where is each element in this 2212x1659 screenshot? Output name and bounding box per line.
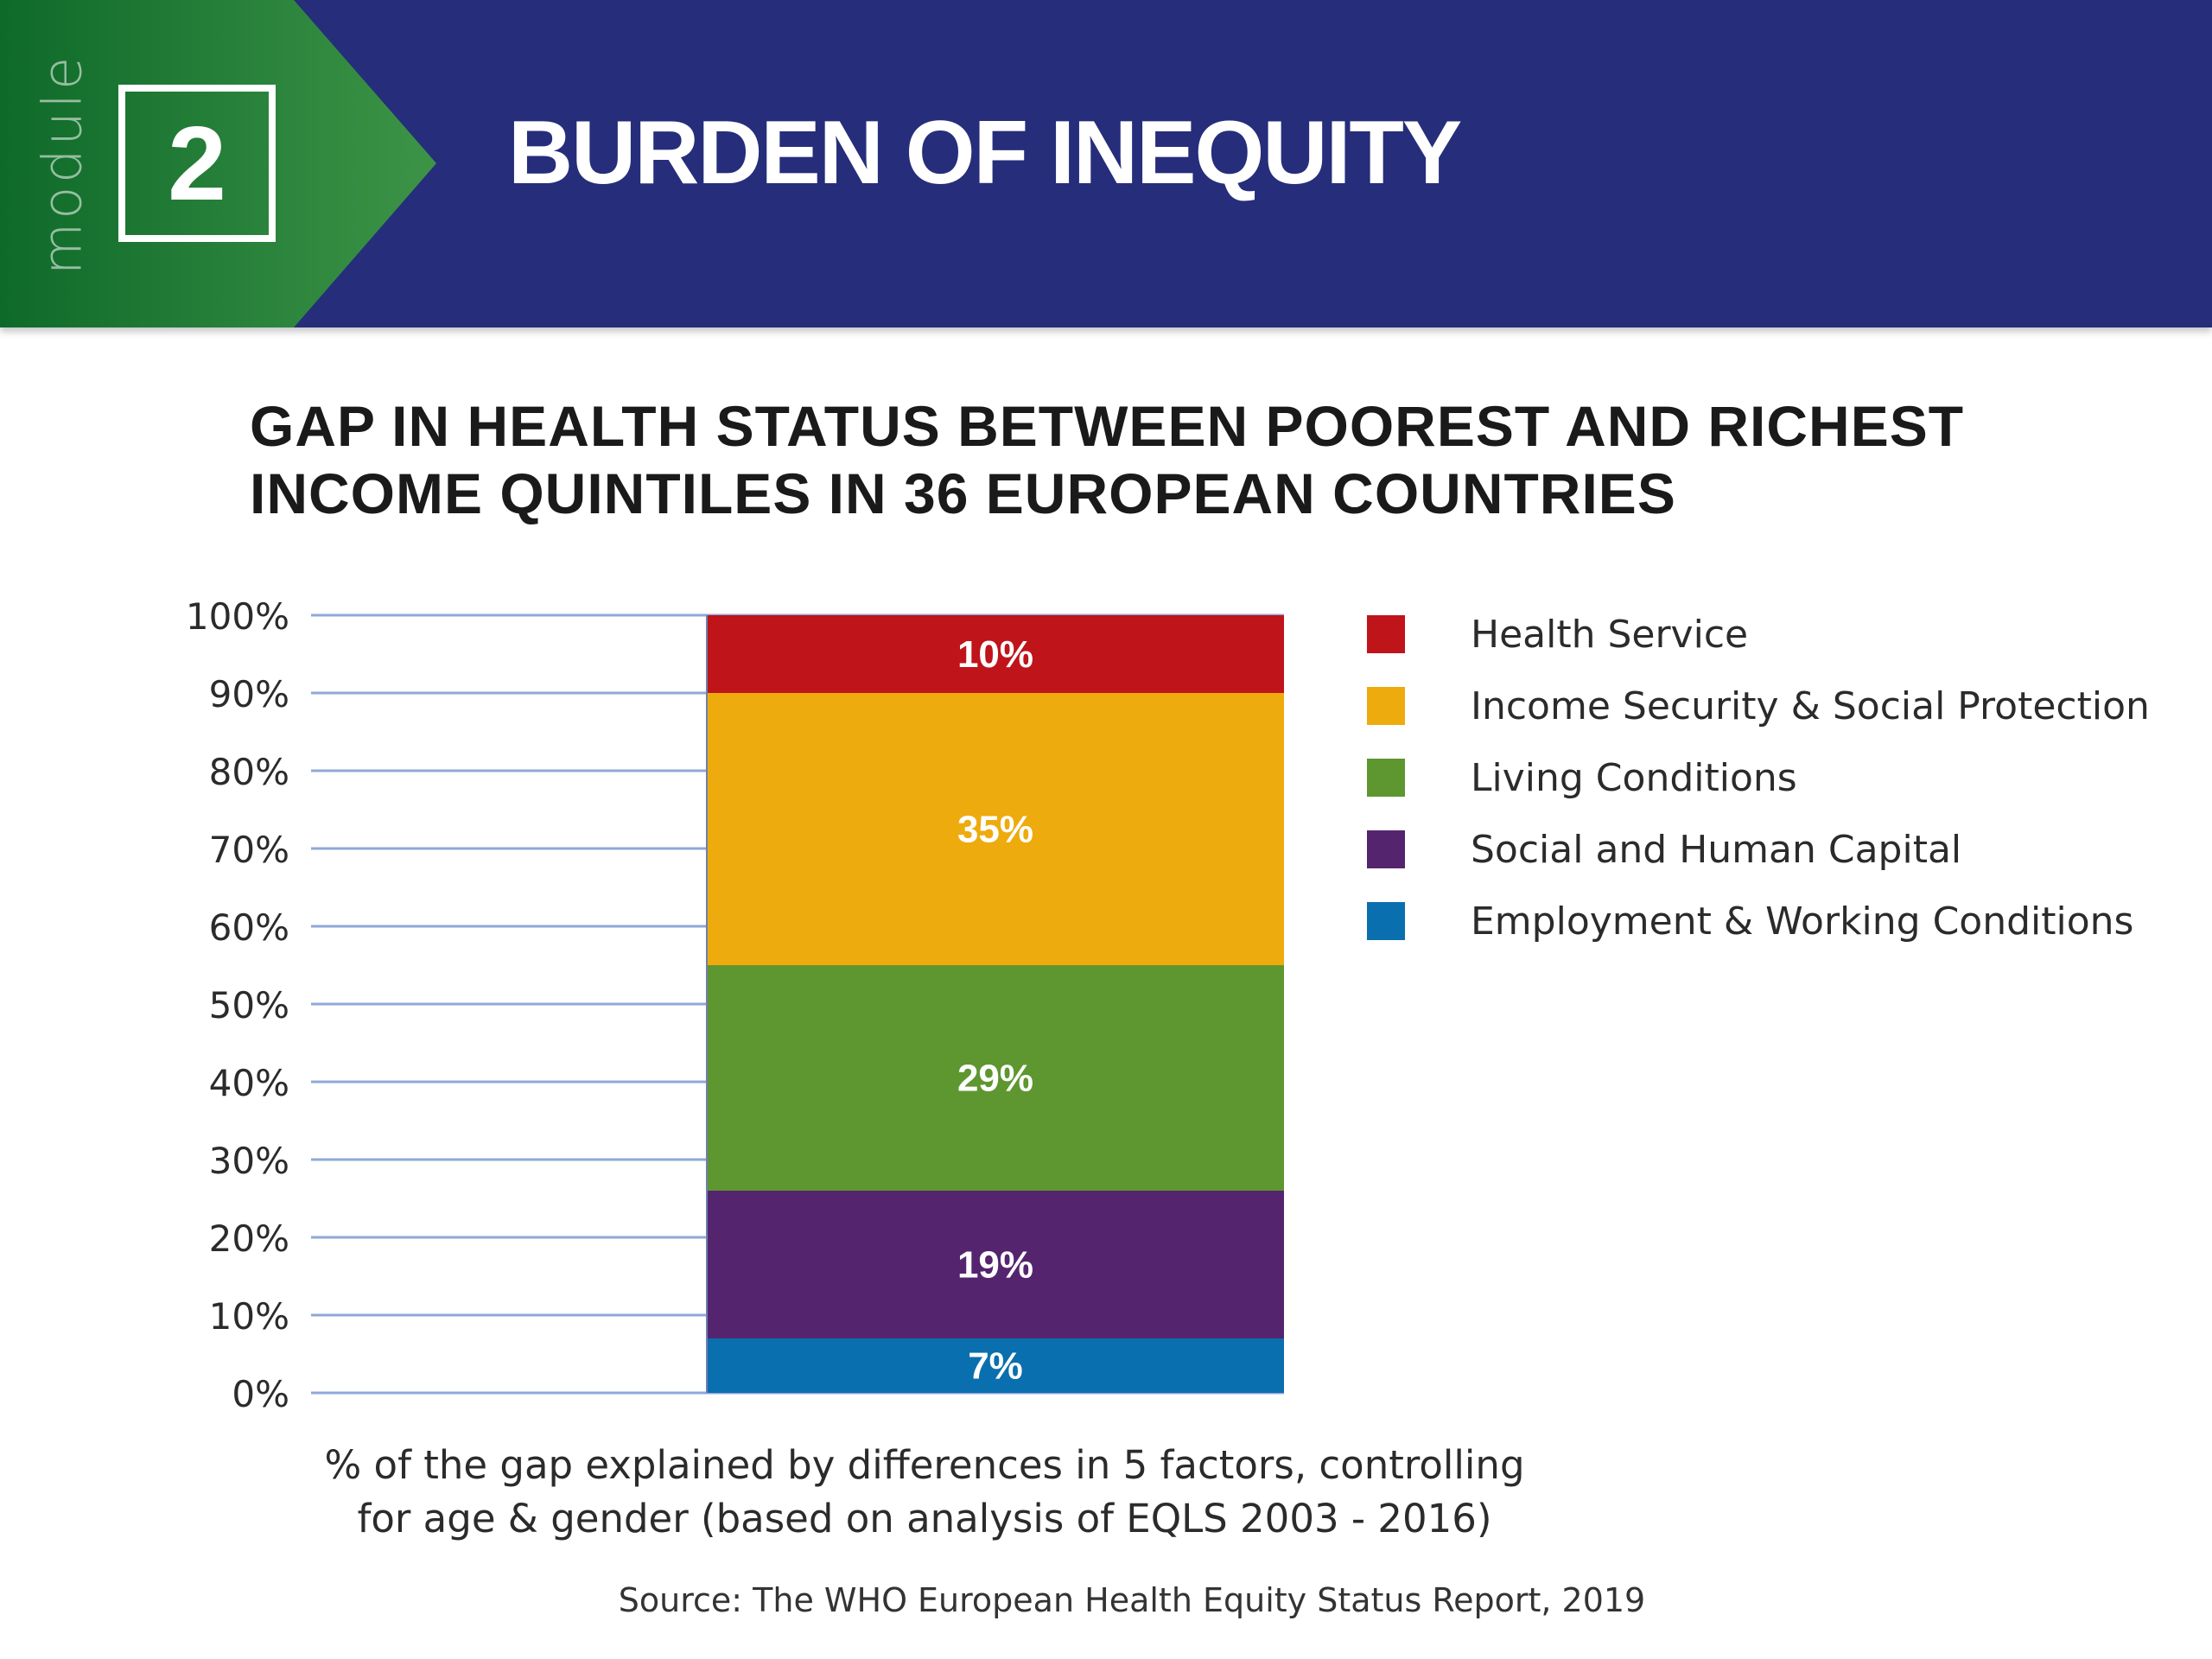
chart-caption: % of the gap explained by differences in… — [311, 1439, 1538, 1546]
stacked-bar-chart: 0% 10% 20% 30% 40% 50% 60% 70% 80% 90% 100% 7% 19% 29… — [186, 595, 1284, 1415]
bar-segment — [707, 615, 1284, 693]
y-tick-label: 0% — [232, 1373, 289, 1415]
legend-swatch — [1367, 759, 1405, 797]
legend-item: Living Conditions — [1367, 752, 1797, 804]
module-number: 2 — [168, 105, 226, 222]
legend-label: Income Security & Social Protection — [1471, 683, 2150, 728]
legend-item: Health Service — [1367, 608, 1748, 660]
y-tick-label: 20% — [209, 1217, 289, 1260]
page-title: BURDEN OF INEQUITY — [508, 103, 1462, 203]
legend-item: Employment & Working Conditions — [1367, 895, 2133, 947]
bar-segment — [707, 693, 1284, 965]
data-label: 19% — [957, 1244, 1033, 1287]
y-tick-label: 30% — [209, 1140, 289, 1182]
legend-item: Income Security & Social Protection — [1367, 680, 2150, 732]
bar-segment — [707, 1338, 1284, 1393]
y-tick-label: 80% — [209, 751, 289, 793]
module-number-box: 2 — [118, 85, 276, 242]
legend-swatch — [1367, 615, 1405, 653]
legend-item: Social and Human Capital — [1367, 823, 1961, 875]
legend-swatch — [1367, 830, 1405, 868]
chart-caption-line-2: for age & gender (based on analysis of E… — [357, 1496, 1492, 1541]
legend-swatch — [1367, 902, 1405, 940]
y-tick-label: 50% — [209, 984, 289, 1027]
chart-title: GAP IN HEALTH STATUS BETWEEN POOREST AND… — [250, 392, 1978, 527]
y-tick-label: 70% — [209, 829, 289, 871]
chart-title-line-1: GAP IN HEALTH STATUS BETWEEN POOREST AND… — [250, 394, 1965, 458]
bar-segment — [707, 1191, 1284, 1338]
y-tick-label: 10% — [209, 1295, 289, 1338]
data-label: 7% — [968, 1345, 1023, 1388]
legend-label: Social and Human Capital — [1471, 827, 1962, 872]
data-label: 29% — [957, 1058, 1033, 1100]
legend-label: Health Service — [1471, 612, 1749, 657]
legend-label: Living Conditions — [1471, 755, 1797, 800]
data-label: 35% — [957, 809, 1033, 851]
y-tick-label: 100% — [186, 595, 289, 638]
bar-segment — [707, 965, 1284, 1191]
data-label: 10% — [957, 633, 1033, 676]
legend-label: Employment & Working Conditions — [1471, 899, 2134, 944]
chart-source: Source: The WHO European Health Equity S… — [618, 1581, 1646, 1619]
chart-title-line-2: INCOME QUINTILES IN 36 EUROPEAN COUNTRIE… — [250, 461, 1676, 525]
y-tick-label: 40% — [209, 1062, 289, 1104]
y-tick-label: 90% — [209, 673, 289, 715]
legend-swatch — [1367, 687, 1405, 725]
y-tick-label: 60% — [209, 906, 289, 949]
chart-caption-line-1: % of the gap explained by differences in… — [324, 1442, 1525, 1488]
